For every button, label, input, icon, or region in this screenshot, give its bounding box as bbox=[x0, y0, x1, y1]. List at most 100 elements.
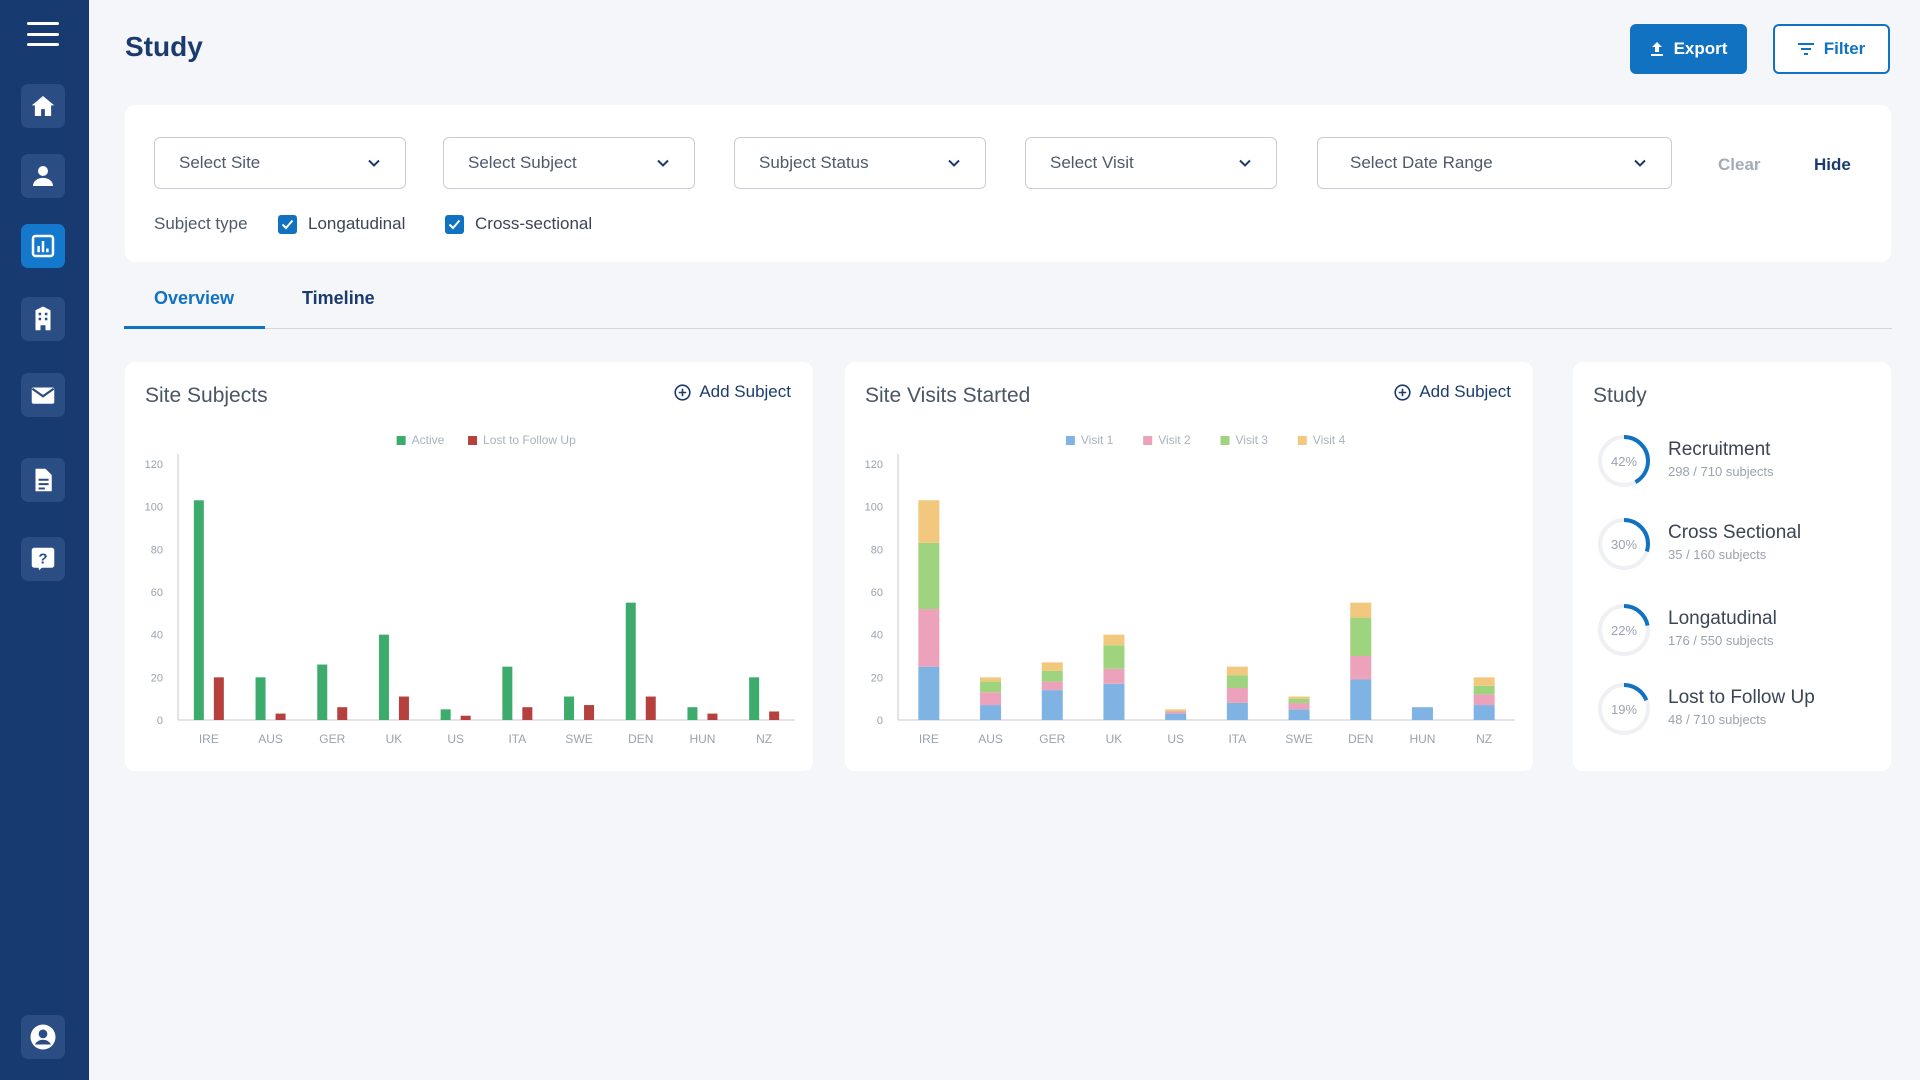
hide-filters-link[interactable]: Hide bbox=[1814, 155, 1851, 174]
plus-circle-icon bbox=[1394, 383, 1411, 401]
export-label: Export bbox=[1673, 39, 1728, 58]
x-tick-label: US bbox=[1167, 732, 1184, 746]
x-tick-label: DEN bbox=[628, 732, 653, 746]
study-item-name: Recruitment bbox=[1668, 439, 1771, 460]
bar-segment bbox=[1288, 709, 1310, 720]
legend-label: Visit 2 bbox=[1158, 433, 1191, 447]
document-icon[interactable] bbox=[21, 458, 65, 502]
bar-segment bbox=[1165, 713, 1187, 720]
chevron-down-icon bbox=[368, 159, 380, 167]
bar-segment bbox=[1103, 645, 1125, 669]
bar bbox=[749, 677, 760, 720]
chevron-down-icon bbox=[1239, 159, 1251, 167]
bar-segment bbox=[1226, 702, 1248, 720]
y-tick-label: 60 bbox=[151, 587, 163, 599]
bar bbox=[317, 664, 328, 720]
page-title: Study bbox=[125, 31, 203, 62]
study-item-count: 48 / 710 subjects bbox=[1668, 712, 1767, 727]
bar-segment bbox=[1473, 685, 1495, 695]
clear-filters-link[interactable]: Clear bbox=[1718, 155, 1761, 174]
legend-label: Visit 1 bbox=[1081, 433, 1114, 447]
site-subjects-chart: Active Lost to Follow Up 0 20 40 60 80 100 120 IR… bbox=[145, 433, 795, 746]
x-tick-label: UK bbox=[386, 732, 403, 746]
progress-ring bbox=[1598, 435, 1650, 487]
x-tick-label: HUN bbox=[1409, 732, 1435, 746]
bar bbox=[378, 634, 389, 720]
bar-segment bbox=[1165, 709, 1187, 712]
chart-icon[interactable] bbox=[21, 224, 65, 268]
add-subject-button[interactable]: Add Subject bbox=[1394, 382, 1511, 402]
bar bbox=[275, 713, 286, 720]
site-select[interactable]: Select Site bbox=[154, 137, 406, 189]
user-icon[interactable] bbox=[21, 154, 65, 198]
progress-percent: 42% bbox=[1610, 453, 1638, 469]
tab-overview[interactable]: Overview bbox=[154, 288, 235, 308]
visit-select[interactable]: Select Visit bbox=[1025, 137, 1277, 189]
cross-sectional-label: Cross-sectional bbox=[475, 214, 593, 233]
upload-icon bbox=[1650, 42, 1663, 56]
x-tick-label: SWE bbox=[1285, 732, 1312, 746]
study-item-count: 298 / 710 subjects bbox=[1668, 464, 1774, 479]
y-tick-label: 120 bbox=[145, 459, 163, 471]
filter-button[interactable]: Filter bbox=[1773, 24, 1890, 74]
date-range-select[interactable]: Select Date Range bbox=[1317, 137, 1672, 189]
help-icon[interactable]: ? bbox=[21, 537, 65, 581]
site-subjects-title: Site Subjects bbox=[145, 384, 268, 407]
progress-ring-fill bbox=[1598, 683, 1650, 735]
mail-icon[interactable] bbox=[21, 373, 65, 417]
bar-segment bbox=[1041, 662, 1063, 671]
legend-swatch bbox=[1143, 436, 1153, 445]
study-item-count: 35 / 160 subjects bbox=[1668, 547, 1767, 562]
site-visits-title: Site Visits Started bbox=[865, 384, 1031, 407]
bar bbox=[564, 696, 575, 720]
add-subject-button[interactable]: Add Subject bbox=[674, 382, 791, 402]
building-icon[interactable] bbox=[21, 297, 65, 341]
x-tick-label: NZ bbox=[756, 732, 772, 746]
y-tick-label: 0 bbox=[877, 715, 883, 727]
bar-segment bbox=[1226, 688, 1248, 703]
bar bbox=[625, 602, 636, 720]
bar bbox=[213, 677, 224, 720]
bar-segment bbox=[918, 542, 940, 610]
checkbox-checked-icon bbox=[445, 214, 464, 234]
bar-segment bbox=[1103, 683, 1125, 720]
site-select-value: Select Site bbox=[179, 153, 261, 172]
x-tick-label: IRE bbox=[199, 732, 219, 746]
bar-segment bbox=[1350, 602, 1372, 618]
study-summary-title: Study bbox=[1593, 384, 1647, 407]
bar-segment bbox=[1473, 694, 1495, 706]
export-button[interactable]: Export bbox=[1630, 24, 1747, 74]
site-subjects-card: Active Lost to Follow Up 0 20 40 60 80 100 120 IR… bbox=[125, 362, 813, 771]
subject-select[interactable]: Select Subject bbox=[443, 137, 695, 189]
bar-segment bbox=[1041, 670, 1063, 682]
bar-segment bbox=[918, 609, 940, 667]
cross-sectional-checkbox[interactable]: Cross-sectional bbox=[445, 214, 592, 234]
progress-percent: 30% bbox=[1610, 536, 1638, 552]
legend-label: Active bbox=[412, 433, 445, 447]
account-icon[interactable] bbox=[21, 1015, 65, 1059]
subject-select-value: Select Subject bbox=[468, 153, 577, 172]
sidebar: ? bbox=[0, 0, 89, 1080]
bar bbox=[584, 705, 595, 720]
menu-icon[interactable] bbox=[27, 22, 59, 46]
bar bbox=[769, 711, 780, 720]
longitudinal-checkbox[interactable]: Longatudinal bbox=[278, 214, 405, 234]
tab-timeline[interactable]: Timeline bbox=[302, 288, 375, 308]
y-tick-label: 80 bbox=[151, 544, 163, 556]
status-select[interactable]: Subject Status bbox=[734, 137, 986, 189]
progress-percent: 19% bbox=[1610, 701, 1638, 717]
legend-label: Visit 3 bbox=[1236, 433, 1269, 447]
y-tick-label: 60 bbox=[871, 587, 883, 599]
progress-ring bbox=[1598, 604, 1650, 656]
bar-segment bbox=[1226, 675, 1248, 688]
x-tick-label: NZ bbox=[1476, 732, 1492, 746]
bar-segment bbox=[1288, 702, 1310, 710]
progress-ring bbox=[1598, 518, 1650, 570]
x-tick-label: AUS bbox=[258, 732, 283, 746]
y-tick-label: 40 bbox=[871, 630, 883, 642]
home-icon[interactable] bbox=[21, 84, 65, 128]
y-tick-label: 100 bbox=[145, 502, 163, 514]
bar bbox=[255, 677, 266, 720]
x-tick-label: ITA bbox=[508, 732, 526, 746]
bar-segment bbox=[1288, 696, 1310, 699]
